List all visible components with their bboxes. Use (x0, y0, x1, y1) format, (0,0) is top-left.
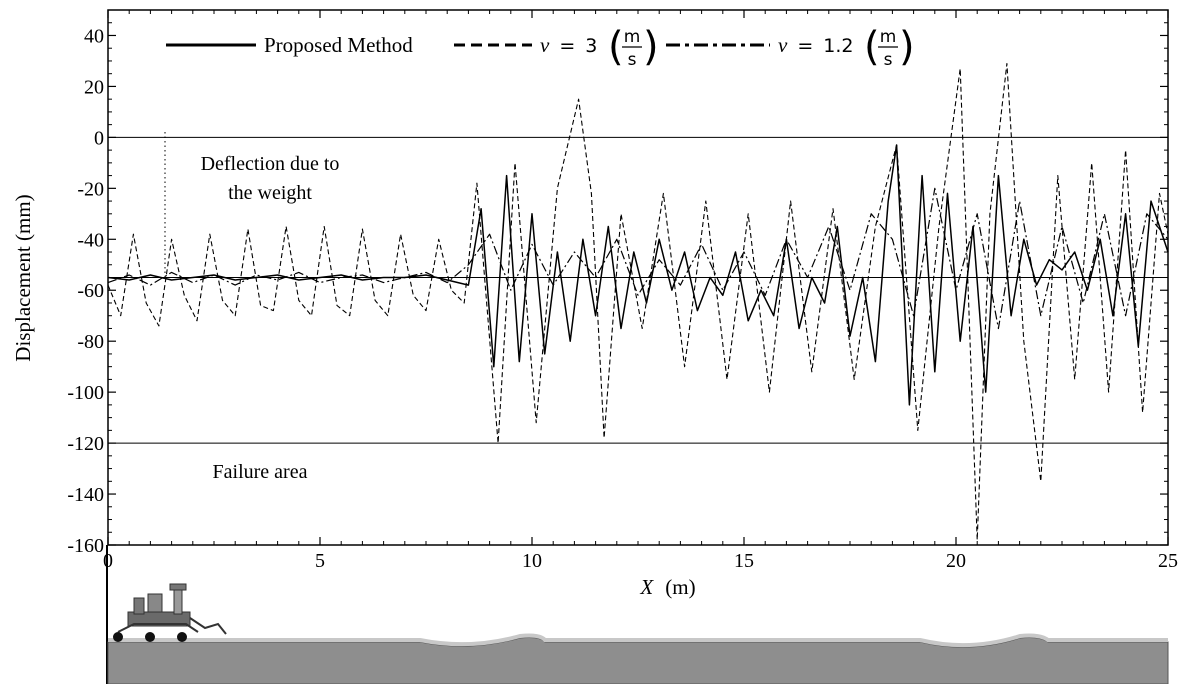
y-tick-label: -100 (67, 382, 104, 404)
x-tick-label: 10 (522, 550, 542, 572)
y-tick-label: 40 (84, 25, 104, 47)
legend-label-v12: v = 1.2 (778, 33, 853, 57)
x-axis-title: X (m) (639, 575, 695, 599)
y-axis-title: Displacement (mm) (11, 194, 35, 361)
legend: Proposed Method v = 3 ( m s ) v = 1.2 ( … (166, 24, 915, 70)
ground-fill (107, 637, 1169, 684)
legend-v12-paren-close: ) (899, 24, 915, 70)
series-line-0 (107, 144, 1169, 406)
series-line-2 (107, 187, 1169, 330)
legend-v12-unit-num: m (880, 27, 897, 47)
annotation-failure-area: Failure area (213, 461, 308, 483)
series-line-1 (107, 62, 1169, 541)
x-axis-unit: (m) (665, 575, 695, 599)
legend-label-proposed: Proposed Method (264, 33, 413, 57)
legend-v3-unit-den: s (628, 50, 637, 70)
y-tick-label: -160 (67, 535, 104, 557)
x-axis-variable: X (639, 575, 654, 599)
x-tick-label: 20 (946, 550, 966, 572)
ground-surface (108, 633, 1168, 648)
axis-ticks: 40200-20-40-60-80-100-120-140-1600510152… (67, 9, 1178, 572)
annotation-deflection-line1: Deflection due to (201, 153, 340, 175)
y-tick-label: -60 (77, 280, 104, 302)
annotation-deflection-line2: the weight (228, 182, 312, 204)
terrain-scene (106, 545, 1169, 684)
legend-v3-paren-close: ) (643, 24, 659, 70)
x-tick-label: 5 (315, 550, 325, 572)
y-tick-label: -140 (67, 484, 104, 506)
series-group (107, 62, 1169, 541)
legend-v12-unit-den: s (884, 50, 893, 70)
x-tick-label: 15 (734, 550, 754, 572)
legend-v3-unit-num: m (624, 27, 641, 47)
y-tick-label: 0 (94, 127, 104, 149)
legend-v3-paren-open: ( (608, 24, 624, 70)
legend-v12-paren-open: ( (864, 24, 880, 70)
y-tick-label: -20 (77, 178, 104, 200)
y-tick-label: 20 (84, 76, 104, 98)
y-tick-label: -40 (77, 229, 104, 251)
y-tick-label: -120 (67, 433, 104, 455)
rover-image (113, 583, 227, 642)
legend-label-v3: v = 3 (540, 33, 597, 57)
y-tick-label: -80 (77, 331, 104, 353)
x-tick-label: 25 (1158, 550, 1178, 572)
